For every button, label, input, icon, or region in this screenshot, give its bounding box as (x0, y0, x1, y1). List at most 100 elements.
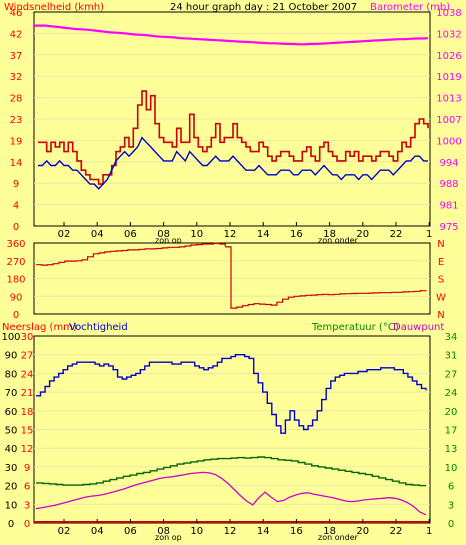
temperature-tick-label: 34 (445, 332, 458, 343)
compass-tick-label: W (436, 292, 446, 303)
chart-title: 24 hour graph day : 21 October 2007 (170, 2, 357, 13)
x-tick-label: 12 (224, 229, 237, 240)
direction-tick-label: 360 (6, 239, 25, 250)
y-left-tick-label: 37 (10, 51, 23, 62)
rain-tick-label: 10 (5, 500, 18, 511)
rain-axis-title: Neerslag (mm) (2, 322, 77, 333)
temperature-line (36, 456, 426, 487)
y-left-tick-label: 19 (10, 136, 23, 147)
compass-tick-label: N (437, 239, 444, 250)
right-axis-title: Barometer (mb) (370, 2, 450, 13)
x-tick-label: 04 (91, 229, 104, 240)
sunset-label: zon onder (318, 533, 359, 542)
rain-tick-label: 40 (5, 444, 18, 455)
x-tick-label: 1 (426, 526, 432, 537)
temperature-tick-label: 6 (448, 482, 454, 493)
x-tick-label: 02 (58, 229, 71, 240)
humidity-tick-label: 9 (24, 463, 30, 474)
compass-tick-label: E (438, 257, 444, 268)
temperature-tick-label: 10 (445, 463, 458, 474)
x-tick-label: 22 (390, 526, 403, 537)
humidity-tick-label: 3 (24, 500, 30, 511)
compass-tick-label: S (438, 275, 444, 286)
x-tick-label: 22 (390, 229, 403, 240)
y-right-tick-label: 975 (439, 222, 458, 233)
rain-tick-label: 30 (5, 463, 18, 474)
temperature-tick-label: 31 (445, 351, 458, 362)
humidity-tick-label: 21 (21, 388, 34, 399)
x-tick-label: 08 (157, 526, 170, 537)
y-right-tick-label: 988 (439, 179, 458, 190)
x-tick-label: 10 (190, 229, 203, 240)
x-tick-label: 12 (224, 526, 237, 537)
rain-tick-label: 50 (5, 426, 18, 437)
direction-tick-label: 270 (6, 257, 25, 268)
wind-avg-line (38, 136, 428, 190)
rain-tick-label: 90 (5, 351, 18, 362)
y-right-tick-label: 1007 (436, 115, 461, 126)
wind-direction-line (36, 242, 226, 266)
sunset-label: zon onder (318, 236, 359, 245)
direction-tick-label: 0 (13, 310, 19, 321)
temperature-tick-label: 20 (445, 407, 458, 418)
rain-tick-label: 80 (5, 369, 18, 380)
y-right-tick-label: 1019 (436, 72, 461, 83)
y-right-tick-label: 994 (439, 158, 458, 169)
x-tick-label: 16 (290, 526, 303, 537)
dewpoint-axis-title: Dauwpunt (393, 322, 444, 333)
y-right-tick-label: 1026 (436, 51, 461, 62)
x-tick-label: 20 (356, 526, 369, 537)
x-tick-label: 1 (426, 229, 432, 240)
humidity-tick-label: 18 (21, 407, 34, 418)
y-left-tick-label: 9 (13, 179, 19, 190)
rain-tick-label: 20 (5, 482, 18, 493)
humidity-tick-label: 24 (21, 369, 34, 380)
rain-tick-label: 0 (8, 519, 14, 530)
left-axis-title: Windsnelheid (kmh) (4, 2, 104, 13)
x-tick-label: 16 (290, 229, 303, 240)
x-tick-label: 10 (190, 526, 203, 537)
y-right-tick-label: 1032 (436, 29, 461, 40)
wind-barometer-panel: 0491419232832374246975981988994100010071… (10, 8, 462, 245)
y-right-tick-label: 1013 (436, 94, 461, 105)
wind-gust-line (38, 90, 429, 185)
y-left-tick-label: 0 (13, 222, 19, 233)
x-tick-label: 14 (257, 526, 270, 537)
humidity-axis-title: Vochtigheid (69, 322, 128, 333)
temperature-tick-label: 24 (445, 388, 458, 399)
y-left-tick-label: 46 (10, 8, 23, 19)
humidity-tick-label: 12 (21, 444, 34, 455)
y-right-tick-label: 1000 (436, 136, 461, 147)
temperature-tick-label: 13 (445, 444, 458, 455)
direction-tick-label: 180 (6, 275, 25, 286)
y-right-tick-label: 981 (439, 201, 458, 212)
rain-tick-label: 60 (5, 407, 18, 418)
wind-direction-line (225, 246, 427, 309)
compass-tick-label: N (437, 310, 444, 321)
rain-tick-label: 100 (1, 332, 20, 343)
rain-humidity-temperature-panel: Neerslag (mm)Vochtigheid Temperatuur (°C)… (1, 322, 457, 542)
humidity-tick-label: 27 (21, 351, 34, 362)
direction-tick-label: 90 (10, 292, 23, 303)
temperature-axis-title: Temperatuur (°C) (311, 322, 399, 333)
dewpoint-line (35, 471, 427, 516)
y-left-tick-label: 28 (10, 94, 23, 105)
x-tick-label: 18 (323, 526, 336, 537)
rain-tick-label: 70 (5, 388, 18, 399)
x-tick-label: 08 (157, 229, 170, 240)
x-tick-label: 06 (124, 526, 137, 537)
temperature-tick-label: 0 (448, 519, 454, 530)
y-left-tick-label: 32 (10, 72, 23, 83)
x-tick-label: 06 (124, 229, 137, 240)
x-tick-label: 04 (91, 526, 104, 537)
x-tick-label: 18 (323, 229, 336, 240)
humidity-tick-label: 0 (24, 519, 30, 530)
y-right-tick-label: 1038 (436, 8, 461, 19)
sunrise-label: zon op (155, 236, 182, 245)
humidity-tick-label: 6 (24, 482, 30, 493)
sunrise-label: zon op (155, 533, 182, 542)
y-left-tick-label: 23 (10, 115, 23, 126)
temperature-tick-label: 27 (445, 369, 458, 380)
